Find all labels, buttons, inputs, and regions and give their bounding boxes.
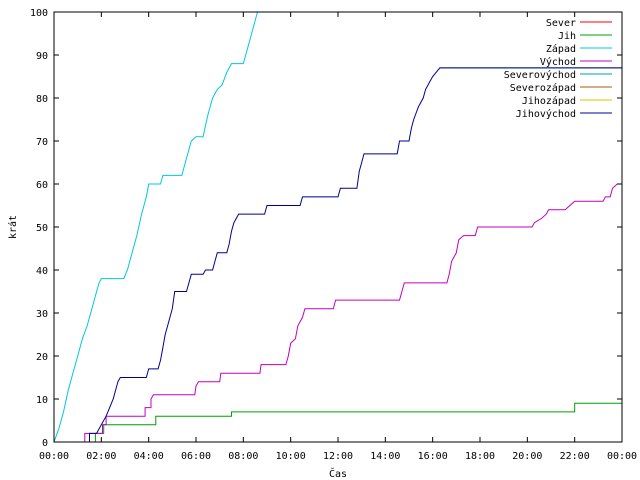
y-tick-label: 100 (30, 8, 48, 19)
legend-label-jih: Jih (558, 31, 576, 42)
x-axis-label: Čas (329, 467, 347, 480)
y-tick-label: 10 (36, 395, 48, 406)
y-tick-label: 60 (36, 180, 48, 191)
y-tick-label: 80 (36, 94, 48, 105)
legend-label-severovychod: Severovýchod (504, 69, 576, 81)
x-tick-label: 02:00 (86, 451, 116, 462)
legend-label-jihovychod: Jihovýchod (516, 108, 576, 120)
x-tick-label: 18:00 (465, 451, 495, 462)
series-line-vychod (84, 183, 622, 442)
y-tick-label: 20 (36, 352, 48, 363)
x-tick-label: 22:00 (560, 451, 590, 462)
x-tick-label: 04:00 (134, 451, 164, 462)
legend-label-jihozapad: Jihozápad (522, 95, 576, 107)
series-lines (54, 12, 622, 442)
y-tick-label: 90 (36, 51, 48, 62)
x-tick-label: 14:00 (370, 451, 400, 462)
series-line-jihovychod (89, 67, 622, 442)
y-axis-label: krát (7, 215, 19, 239)
y-tick-label: 70 (36, 137, 48, 148)
x-tick-label: 20:00 (512, 451, 542, 462)
series-line-zapad (54, 12, 258, 442)
x-tick-label: 00:00 (39, 451, 69, 462)
x-tick-label: 06:00 (181, 451, 211, 462)
x-tick-label: 12:00 (323, 451, 353, 462)
y-tick-label: 50 (36, 223, 48, 234)
x-tick-label: 16:00 (418, 451, 448, 462)
y-tick-label: 0 (42, 438, 48, 449)
x-tick-label: 10:00 (276, 451, 306, 462)
legend-label-vychod: Východ (540, 56, 576, 68)
x-tick-label: 08:00 (228, 451, 258, 462)
legend-label-severozapad: Severozápad (510, 82, 576, 94)
legend-label-sever: Sever (546, 18, 576, 29)
x-tick-label: 00:00 (607, 451, 637, 462)
y-tick-label: 40 (36, 266, 48, 277)
legend: Sever JihZápadVýchodSeverovýchodSeverozáp… (504, 18, 612, 120)
axis-ticks: 0 10 20 30 40 50 60 70 80 90 100 00:00 02:00 04:00 06:… (30, 8, 637, 462)
y-tick-label: 30 (36, 309, 48, 320)
legend-label-zapad: Západ (546, 43, 576, 55)
